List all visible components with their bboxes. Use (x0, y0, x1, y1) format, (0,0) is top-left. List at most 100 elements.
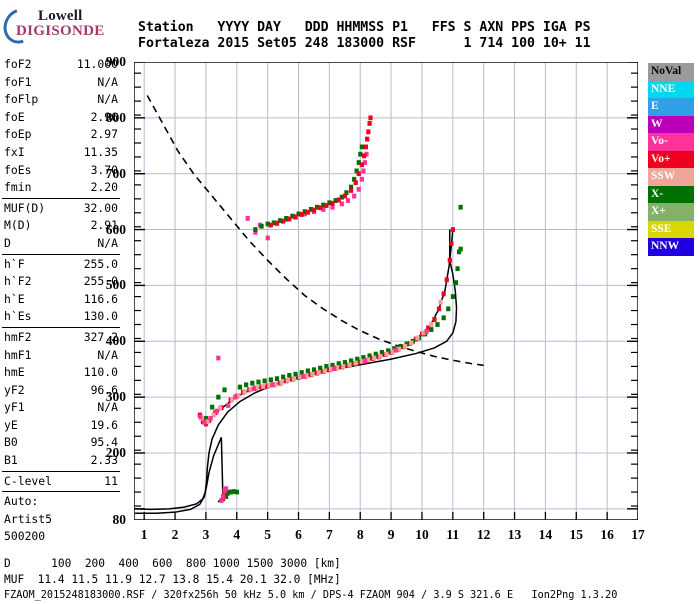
param-key: h`F2 (4, 274, 32, 289)
param-note: 500200 (4, 529, 46, 544)
x-axis-tick-label: 15 (569, 527, 584, 542)
param-key: B0 (4, 435, 18, 450)
param-row-yf2: yF2 96.6 (2, 382, 120, 400)
param-key: h`F (4, 256, 25, 271)
legend-item-label: X- (651, 187, 664, 200)
param-key: foE (4, 109, 25, 124)
param-key: yF1 (4, 400, 25, 415)
y-axis-tick-label: 800 (105, 109, 126, 125)
series-ssw-low-amplitude-o- (199, 299, 443, 425)
doppler-legend: NoVal NNE E W Vo- Vo+ SSW X- X+ SSE NNW (648, 63, 694, 256)
param-value: 3.70 (90, 162, 118, 177)
param-row-fmin: fmin 2.20 (2, 179, 120, 197)
legend-item-label: NNW (651, 240, 680, 252)
legend-item-label: Vo+ (651, 152, 671, 165)
param-row-foes: foEs 3.70 (2, 162, 120, 180)
series-second-hop-x-green- (253, 144, 364, 232)
param-value: 116.6 (83, 291, 118, 306)
x-axis-tick-label: 10 (415, 527, 429, 542)
param-row-hf: h`F 255.0 (2, 256, 120, 274)
param-divider (2, 326, 120, 328)
station-header-values: Fortaleza 2015 Set05 248 183000 RSF 1 71… (138, 36, 591, 51)
param-value: 327.2 (83, 329, 118, 344)
y-axis-tick-label: 700 (105, 165, 126, 181)
logo-brand-bottom: DIGISONDE (16, 23, 105, 39)
legend-item-sse[interactable]: SSE (648, 220, 694, 238)
x-axis-tick-label: 3 (202, 527, 210, 542)
x-axis-tick-label: 1 (140, 527, 148, 542)
param-value: 130.0 (83, 309, 118, 324)
param-value: 2.91 (90, 218, 118, 233)
param-divider (2, 197, 120, 199)
ionogram-parameter-table: foF2 11.000 foF1 N/A foFlp N/A foE 2.96 foEp 2.97… (2, 56, 120, 546)
x-axis-tick-label: 7 (325, 527, 333, 542)
x-axis-tick-label: 12 (476, 527, 491, 542)
x-axis-tick-label: 6 (295, 527, 302, 542)
legend-item-ssw[interactable]: SSW (648, 168, 694, 186)
param-key: foEp (4, 127, 32, 142)
x-axis-tick-label: 16 (600, 527, 614, 542)
param-row-fxi: fxI 11.35 (2, 144, 120, 162)
x-axis-tick-label: 13 (507, 527, 522, 542)
legend-item-w[interactable]: W (648, 115, 694, 133)
param-note: Auto: (4, 494, 39, 509)
param-divider (2, 253, 120, 255)
ionogram-svg (134, 62, 638, 520)
param-row-hes: h`Es 130.0 (2, 308, 120, 326)
legend-item-label: W (651, 117, 663, 130)
legend-item-label: SSE (651, 222, 672, 235)
param-value: 11.35 (83, 144, 118, 159)
param-key: C-level (4, 473, 53, 488)
param-row-foe: foE 2.96 (2, 109, 120, 127)
param-value: 32.00 (83, 200, 118, 215)
param-row-yf1: yF1 N/A (2, 399, 120, 417)
param-value: 95.4 (90, 435, 118, 450)
legend-item-x[interactable]: X- (648, 185, 694, 203)
param-key: fxI (4, 144, 25, 159)
param-value: 11 (104, 473, 118, 488)
footer-info: D 100 200 400 600 800 1000 1500 3000 [km… (4, 556, 617, 604)
param-note: Artist5 (4, 511, 53, 526)
legend-item-noval[interactable]: NoVal (648, 63, 694, 81)
series-second-hop-o-red- (268, 115, 373, 228)
y-axis-tick-label: 200 (105, 444, 126, 460)
curve-muf-oblique-dashed-curve (146, 95, 484, 367)
ionogram-plot (134, 62, 638, 520)
param-key: foF2 (4, 57, 32, 71)
y-axis-tick-label: 300 (105, 389, 126, 405)
legend-item-e[interactable]: E (648, 98, 694, 116)
curve-e-layer-lower-branch (134, 437, 224, 515)
x-axis-tick-label: 11 (446, 527, 460, 542)
param-row-foflp: foFlp N/A (2, 91, 120, 109)
x-axis-tick-label: 5 (264, 527, 271, 542)
y-axis-tick-label: 80 (112, 512, 127, 527)
param-value: 2.33 (90, 453, 118, 468)
legend-item-label: E (651, 100, 659, 112)
legend-item-nnw[interactable]: NNW (648, 238, 694, 256)
legend-item-label: X+ (651, 205, 666, 217)
param-value: 255.0 (83, 256, 118, 271)
param-value: N/A (97, 400, 118, 415)
legend-item-label: Vo- (651, 135, 668, 147)
param-row-hf2: h`F2 255.0 (2, 273, 120, 291)
param-row-b1: B1 2.33 (2, 452, 120, 470)
param-value: 2.20 (90, 180, 118, 195)
param-row-ye: yE 19.6 (2, 417, 120, 435)
param-key: B1 (4, 453, 18, 468)
footer-file-row: FZAOM_2015248183000.RSF / 320fx256h 50 k… (4, 590, 618, 601)
legend-item-vo[interactable]: Vo- (648, 133, 694, 151)
param-value: 2.97 (90, 127, 118, 142)
legend-item-nne[interactable]: NNE (648, 80, 694, 98)
logo-brand-top: Lowell (38, 8, 83, 24)
param-row-md: M(D) 2.91 (2, 217, 120, 235)
legend-item-vo[interactable]: Vo+ (648, 150, 694, 168)
param-row-clevel: C-level 11 (2, 473, 120, 491)
param-key: MUF(D) (4, 200, 46, 215)
param-key: hmF1 (4, 347, 32, 362)
legend-item-x[interactable]: X+ (648, 203, 694, 221)
param-row-mufd: MUF(D) 32.00 (2, 200, 120, 218)
legend-item-label: NoVal (651, 65, 682, 77)
legend-item-label: SSW (651, 170, 676, 182)
x-axis-tick-label: 9 (387, 527, 395, 542)
footer-distance-row: D 100 200 400 600 800 1000 1500 3000 [km… (4, 557, 341, 570)
